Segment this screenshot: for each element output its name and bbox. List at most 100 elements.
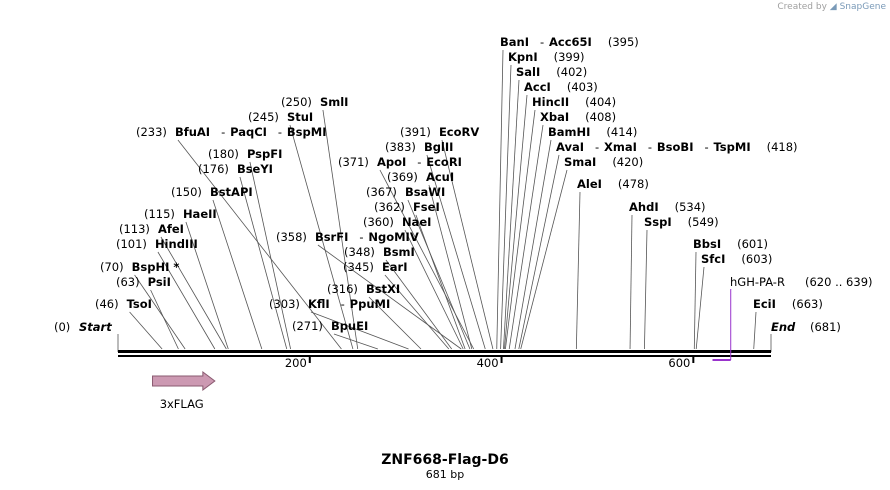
feature-label: 3xFLAG [160, 397, 204, 411]
site-label-10: (245) StuI [248, 110, 313, 124]
site-label-19: (362) FseI [374, 200, 440, 214]
site-enzyme-name: EciI [753, 297, 776, 311]
site-enzyme-name: BpuEI [331, 319, 368, 333]
site-name-separator: - [595, 140, 599, 154]
site-enzyme-name: TsoI [127, 297, 152, 311]
site-position: (371) [338, 155, 369, 169]
site-enzyme-name: XmaI [604, 140, 637, 154]
site-position: (316) [327, 282, 358, 296]
site-line-24 [441, 139, 494, 350]
feature-arrow-0 [152, 371, 216, 391]
site-enzyme-name: HaeII [183, 207, 217, 221]
site-position: (233) [136, 125, 167, 139]
site-label-28: AccI (403) [524, 80, 598, 94]
site-position: (663) [792, 297, 823, 311]
site-line-4 [160, 236, 227, 350]
site-enzyme-name: ApoI [377, 155, 406, 169]
tick-label: 200 [285, 356, 307, 370]
site-position: (549) [688, 215, 719, 229]
site-line-20 [407, 199, 471, 350]
snapgene-logo-icon: ◢ [829, 2, 837, 12]
site-enzyme-name: BstAPI [210, 185, 253, 199]
site-name-separator: - [648, 140, 652, 154]
site-label-11: (250) SmlI [281, 95, 348, 109]
primer-0: hGH-PA-R (620 .. 639) [712, 275, 873, 361]
site-label-20: (367) BsaWI [366, 185, 445, 199]
site-position: (403) [567, 80, 598, 94]
site-label-17: (358) BsrFI - NgoMIV [276, 230, 419, 244]
site-name-separator: - [704, 140, 708, 154]
tick-label: 600 [668, 356, 690, 370]
site-position: (250) [281, 95, 312, 109]
site-enzyme-name: AccI [524, 80, 551, 94]
site-line-29 [504, 109, 536, 350]
site-line-13 [310, 311, 409, 350]
site-line-8 [249, 161, 291, 350]
site-label-15: (345) EarI [343, 260, 408, 274]
primer-range: (620 .. 639) [805, 275, 873, 289]
credit-brand: SnapGene [839, 2, 886, 12]
site-label-1: (63) PsiI [116, 275, 171, 289]
site-labels: (46) TsoI(63) PsiI(70) BspHI *(101) HindIII(… [54, 35, 841, 334]
site-enzyme-name: EarI [382, 260, 408, 274]
site-label-22: (371) ApoI - EcoRI [338, 155, 462, 169]
site-enzyme-name: BspMI [287, 125, 327, 139]
site-label-3: (101) HindIII [116, 237, 198, 251]
primer-name: hGH-PA-R [730, 275, 785, 289]
site-line-2 [134, 274, 186, 350]
site-name-separator: - [417, 155, 421, 169]
site-line-31 [514, 139, 552, 350]
site-enzyme-name: BamHI [548, 125, 590, 139]
end-marker: End (681) [771, 320, 841, 334]
site-line-27 [503, 79, 520, 350]
site-line-18 [404, 229, 464, 350]
site-label-33: SmaI (420) [564, 155, 643, 169]
site-position: (362) [374, 200, 405, 214]
site-line-3 [157, 251, 216, 350]
site-name-separator: - [359, 230, 363, 244]
site-enzyme-name: HindIII [155, 237, 198, 251]
site-label-32: AvaI - XmaI - BsoBI - TspMI (418) [556, 140, 798, 154]
site-label-0: (46) TsoI [95, 297, 152, 311]
site-label-4: (113) AfeI [119, 222, 184, 236]
site-label-8: (180) PspFI [208, 147, 282, 161]
site-label-12: (271) BpuEI [292, 319, 368, 333]
site-line-33 [520, 169, 568, 350]
site-position: (418) [767, 140, 798, 154]
site-line-36 [644, 229, 648, 350]
site-label-18: (360) NaeI [363, 215, 431, 229]
site-position: (180) [208, 147, 239, 161]
site-line-28 [504, 94, 528, 350]
site-enzyme-name: StuI [287, 110, 313, 124]
end-position: (681) [810, 320, 841, 334]
site-line-32 [518, 154, 560, 350]
site-label-30: XbaI (408) [540, 110, 616, 124]
start-position: (0) [54, 320, 70, 334]
site-enzyme-name: SspI [644, 215, 672, 229]
site-line-34 [575, 191, 581, 350]
site-label-2: (70) BspHI * [100, 260, 179, 274]
site-enzyme-name: PspFI [247, 147, 282, 161]
site-label-38: SfcI (603) [701, 252, 772, 266]
site-label-9: (233) BfuAI - PaqCI - BspMI [136, 125, 327, 139]
site-position: (603) [741, 252, 772, 266]
site-position: (271) [292, 319, 323, 333]
site-line-38 [695, 266, 705, 350]
site-position: (391) [400, 125, 431, 139]
site-label-23: (383) BglII [385, 140, 453, 154]
site-enzyme-name: BfuAI [175, 125, 210, 139]
site-label-21: (369) AcuI [387, 170, 454, 184]
site-line-7 [239, 176, 288, 350]
site-enzyme-name: NgoMIV [368, 230, 418, 244]
site-label-34: AleI (478) [577, 177, 649, 191]
site-position: (345) [343, 260, 374, 274]
site-line-35 [629, 214, 633, 350]
dna-backbone: 200 400 600 [118, 350, 771, 370]
site-position: (478) [618, 177, 649, 191]
site-line-6 [212, 199, 263, 350]
site-label-39: EciI (663) [753, 297, 823, 311]
site-line-14 [368, 296, 422, 350]
site-position: (115) [144, 207, 175, 221]
site-position: (395) [608, 35, 639, 49]
site-label-36: SspI (549) [644, 215, 719, 229]
